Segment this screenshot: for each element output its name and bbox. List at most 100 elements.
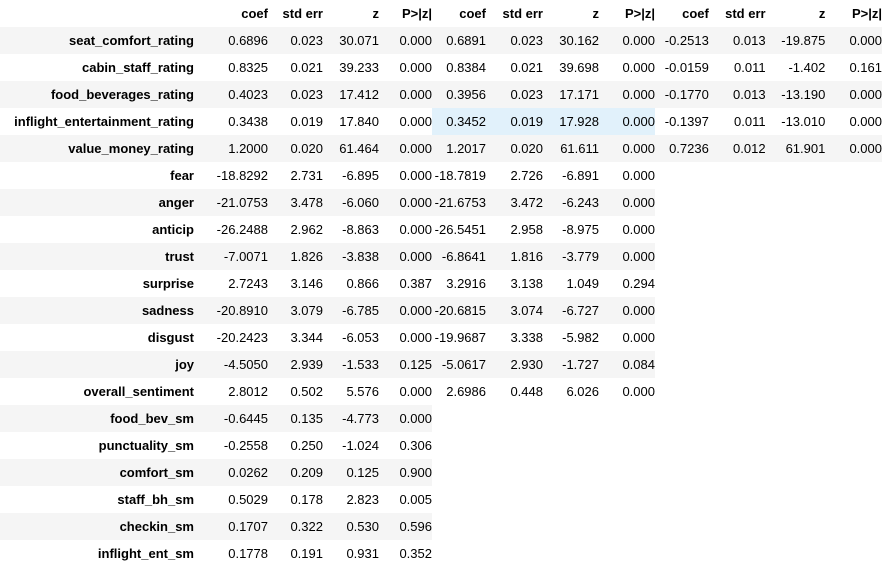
p-value-cell: 0.000: [379, 324, 432, 351]
header-std-err: std err: [725, 6, 766, 21]
coef-cell: 0.3438: [200, 108, 268, 135]
row-label: comfort_sm: [0, 459, 200, 486]
std-err-cell: 0.502: [268, 378, 323, 405]
coef-cell: 1.2017: [432, 135, 486, 162]
row-label: surprise: [0, 270, 200, 297]
row-label: anticip: [0, 216, 200, 243]
p-value-cell: 0.596: [379, 513, 432, 540]
p-value-cell: 0.000: [379, 243, 432, 270]
table-row: -5.0617 2.930 -1.727 0.084: [432, 351, 655, 378]
std-err-cell: 0.023: [486, 27, 543, 54]
std-err-cell: 3.074: [486, 297, 543, 324]
table-row: -18.7819 2.726 -6.891 0.000: [432, 162, 655, 189]
coef-cell: 0.1707: [200, 513, 268, 540]
table-row: -0.0159 0.011 -1.402 0.161: [655, 54, 882, 81]
z-cell: 0.125: [323, 459, 379, 486]
table-row: cabin_staff_rating 0.8325 0.021 39.233 0.000: [0, 54, 432, 81]
coef-cell: -0.6445: [200, 405, 268, 432]
coef-cell: -21.6753: [432, 189, 486, 216]
table-row: 2.6986 0.448 6.026 0.000: [432, 378, 655, 405]
std-err-cell: 0.023: [268, 81, 323, 108]
p-value-cell: 0.000: [379, 297, 432, 324]
p-value-cell: 0.000: [599, 162, 655, 189]
std-err-cell: 0.012: [708, 135, 766, 162]
header-row: coef std err z P>|z|: [655, 0, 882, 27]
p-value-cell: 0.125: [379, 351, 432, 378]
std-err-cell: 0.011: [708, 108, 766, 135]
std-err-cell: 0.013: [708, 27, 766, 54]
p-value-cell: 0.000: [379, 27, 432, 54]
z-cell: 39.233: [323, 54, 379, 81]
z-cell: 30.071: [323, 27, 379, 54]
z-cell: 2.823: [323, 486, 379, 513]
row-label: anger: [0, 189, 200, 216]
table-row: seat_comfort_rating 0.6896 0.023 30.071 0.00…: [0, 27, 432, 54]
p-value-cell: 0.000: [379, 405, 432, 432]
coef-cell: 0.7236: [655, 135, 709, 162]
z-cell: -1.533: [323, 351, 379, 378]
z-cell: 0.530: [323, 513, 379, 540]
table-row: -20.6815 3.074 -6.727 0.000: [432, 297, 655, 324]
row-label: trust: [0, 243, 200, 270]
std-err-cell: 2.930: [486, 351, 543, 378]
coef-cell: -18.7819: [432, 162, 486, 189]
p-value-cell: 0.000: [599, 135, 655, 162]
p-value-cell: 0.000: [599, 243, 655, 270]
p-value-cell: 0.161: [825, 54, 882, 81]
header-row: coef std err z P>|z|: [0, 0, 432, 27]
table-row: 0.6891 0.023 30.162 0.000: [432, 27, 655, 54]
std-err-cell: 0.448: [486, 378, 543, 405]
coef-cell: -20.2423: [200, 324, 268, 351]
coef-cell: -26.5451: [432, 216, 486, 243]
table-row: food_beverages_rating 0.4023 0.023 17.412 0.…: [0, 81, 432, 108]
coef-cell: -0.0159: [655, 54, 709, 81]
table-row: staff_bh_sm 0.5029 0.178 2.823 0.005: [0, 486, 432, 513]
header-p: P>|z|: [401, 6, 432, 21]
std-err-cell: 0.135: [268, 405, 323, 432]
z-cell: 6.026: [543, 378, 599, 405]
coef-cell: -4.5050: [200, 351, 268, 378]
coef-table-3: coef std err z P>|z| -0.2513 0.013 -19.875…: [655, 0, 882, 162]
coef-cell: -18.8292: [200, 162, 268, 189]
table-row: anticip -26.2488 2.962 -8.863 0.000: [0, 216, 432, 243]
z-cell: -1.727: [543, 351, 599, 378]
std-err-cell: 0.023: [268, 27, 323, 54]
p-value-cell: 0.000: [825, 135, 882, 162]
coef-cell: -26.2488: [200, 216, 268, 243]
z-cell: -3.779: [543, 243, 599, 270]
p-value-cell: 0.000: [599, 378, 655, 405]
coef-cell: -0.1770: [655, 81, 709, 108]
std-err-cell: 0.019: [486, 108, 543, 135]
z-cell: 17.412: [323, 81, 379, 108]
table-row: comfort_sm 0.0262 0.209 0.125 0.900: [0, 459, 432, 486]
z-cell: -6.891: [543, 162, 599, 189]
table-row: checkin_sm 0.1707 0.322 0.530 0.596: [0, 513, 432, 540]
std-err-cell: 0.209: [268, 459, 323, 486]
std-err-cell: 0.322: [268, 513, 323, 540]
row-label: overall_sentiment: [0, 378, 200, 405]
p-value-cell: 0.000: [379, 135, 432, 162]
coef-cell: 0.8384: [432, 54, 486, 81]
table-row: overall_sentiment 2.8012 0.502 5.576 0.000: [0, 378, 432, 405]
z-cell: 17.171: [543, 81, 599, 108]
table-row: punctuality_sm -0.2558 0.250 -1.024 0.306: [0, 432, 432, 459]
table-row: surprise 2.7243 3.146 0.866 0.387: [0, 270, 432, 297]
p-value-cell: 0.000: [379, 189, 432, 216]
row-label: staff_bh_sm: [0, 486, 200, 513]
z-cell: 5.576: [323, 378, 379, 405]
table-row: food_bev_sm -0.6445 0.135 -4.773 0.000: [0, 405, 432, 432]
table-row: fear -18.8292 2.731 -6.895 0.000: [0, 162, 432, 189]
p-value-cell: 0.000: [379, 54, 432, 81]
z-cell: -13.010: [765, 108, 826, 135]
table-row: 0.3452 0.019 17.928 0.000: [432, 108, 655, 135]
row-label: inflight_ent_sm: [0, 540, 200, 567]
p-value-cell: 0.000: [599, 27, 655, 54]
coef-cell: 0.3452: [432, 108, 486, 135]
p-value-cell: 0.000: [379, 216, 432, 243]
row-label: checkin_sm: [0, 513, 200, 540]
coef-cell: -6.8641: [432, 243, 486, 270]
z-cell: -6.060: [323, 189, 379, 216]
header-p: P>|z|: [851, 6, 882, 21]
p-value-cell: 0.000: [599, 216, 655, 243]
p-value-cell: 0.000: [379, 378, 432, 405]
